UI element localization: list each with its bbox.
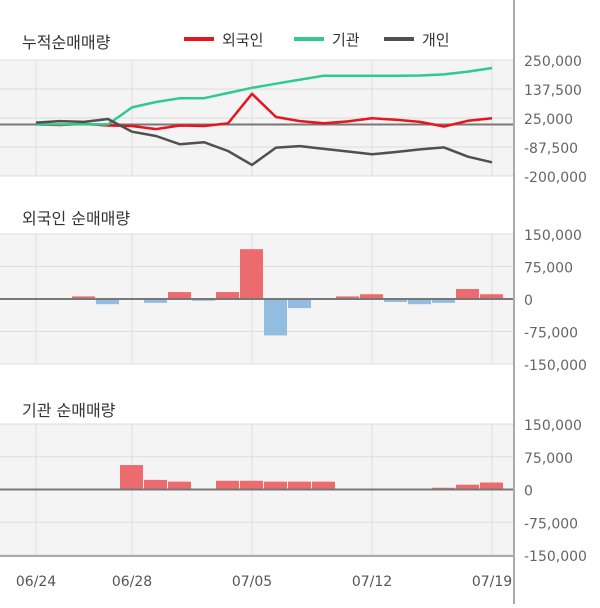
- bar-07/09: [288, 481, 311, 490]
- y-tick-label: 0: [524, 484, 533, 500]
- y-tick-label: -75,000: [524, 326, 578, 342]
- y-tick-label: -150,000: [524, 549, 587, 565]
- y-tick-label: 137,500: [524, 83, 582, 99]
- y-tick-label: -150,000: [524, 358, 587, 374]
- bar-07/01: [144, 479, 167, 490]
- bar-06/28: [120, 465, 143, 490]
- y-tick-label: -75,000: [524, 516, 578, 532]
- bar-07/01: [144, 299, 167, 303]
- panel-title-cumulative: 누적순매매량: [22, 33, 111, 52]
- x-tick-label: 07/05: [232, 574, 272, 590]
- y-tick-label: 0: [524, 293, 533, 309]
- panel-title-institution: 기관 순매매량: [22, 401, 116, 420]
- x-tick-label: 06/24: [16, 574, 56, 590]
- bar-07/12: [360, 294, 383, 299]
- bar-07/18: [456, 289, 479, 299]
- series-line-foreign: [35, 92, 493, 131]
- x-tick-label: 07/19: [472, 574, 512, 590]
- bar-07/04: [216, 292, 239, 299]
- y-tick-label: 75,000: [524, 451, 573, 467]
- bar-07/02: [168, 292, 191, 299]
- bar-07/02: [168, 481, 191, 490]
- bar-06/26: [72, 296, 95, 299]
- bar-07/16: [408, 299, 431, 305]
- y-tick-label: -200,000: [524, 170, 587, 186]
- bar-07/11: [336, 296, 359, 299]
- bar-07/09: [288, 299, 311, 309]
- series-line-individual: [35, 117, 493, 167]
- legend-label-individual: 개인: [422, 31, 450, 49]
- y-tick-label: 75,000: [524, 261, 573, 277]
- bar-07/15: [384, 299, 407, 303]
- bar-07/08: [264, 481, 287, 490]
- y-tick-label: 150,000: [524, 228, 582, 244]
- y-tick-label: 250,000: [524, 54, 582, 70]
- bar-07/04: [216, 480, 239, 490]
- bar-07/19: [480, 294, 503, 299]
- bar-07/05: [240, 480, 263, 490]
- legend-label-institution: 기관: [332, 31, 360, 49]
- panel-title-foreign: 외국인 순매매량: [22, 209, 130, 228]
- bar-07/05: [240, 249, 263, 299]
- bar-07/10: [312, 481, 335, 490]
- bar-07/18: [456, 484, 479, 490]
- y-tick-label: 150,000: [524, 418, 582, 434]
- bar-07/08: [264, 299, 287, 336]
- legend-label-foreign: 외국인: [222, 31, 263, 49]
- bar-07/19: [480, 482, 503, 490]
- bar-07/17: [432, 299, 455, 303]
- y-tick-label: 25,000: [524, 112, 573, 128]
- legend: 외국인 기관 개인: [184, 31, 450, 49]
- y-tick-label: -87,500: [524, 141, 578, 157]
- x-tick-label: 07/12: [352, 574, 392, 590]
- bar-06/27: [96, 299, 119, 305]
- x-tick-label: 06/28: [112, 574, 152, 590]
